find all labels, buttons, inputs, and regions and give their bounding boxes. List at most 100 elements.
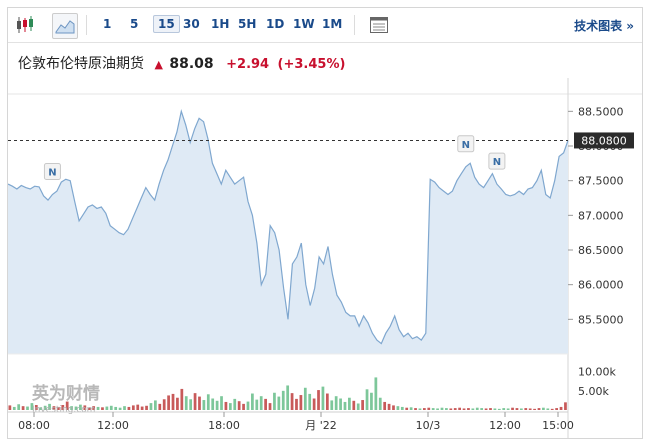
y-tick-label: 86.5000 [578, 244, 624, 257]
volume-bar [533, 408, 536, 410]
volume-bar [325, 393, 329, 410]
y-tick-label: 87.5000 [578, 175, 624, 188]
volume-bar [348, 397, 351, 410]
volume-bar [162, 399, 166, 410]
interval-30[interactable]: 30 [183, 17, 200, 31]
volume-bar [295, 398, 298, 410]
volume-bar [383, 401, 387, 410]
volume-bar [52, 406, 56, 410]
price-line [8, 108, 569, 345]
volume-bar [449, 408, 453, 410]
volume-bar [356, 403, 360, 410]
price-change: +2.94 [226, 57, 270, 72]
interval-1h[interactable]: 1H [211, 17, 230, 31]
volume-bar [502, 408, 506, 410]
volume-bar [264, 398, 267, 410]
last-price: 88.08 [169, 56, 214, 72]
volume-bar [140, 406, 144, 410]
volume-bar [427, 407, 431, 410]
news-marker[interactable]: N [43, 163, 61, 181]
y-tick-label: 87.0000 [578, 209, 624, 222]
volume-bar [79, 404, 82, 410]
interval-1m[interactable]: 1M [322, 17, 343, 31]
volume-bar [409, 407, 413, 410]
up-arrow-icon: ▲ [154, 58, 163, 71]
volume-bar [511, 407, 514, 410]
x-tick-label: 12:00 [489, 419, 521, 432]
volume-bar [458, 407, 461, 410]
volume-bar [167, 395, 170, 410]
volume-bar [365, 389, 369, 410]
candlestick-icon[interactable] [14, 14, 36, 36]
technical-chart-link[interactable]: 技术图表 » [574, 19, 634, 33]
volume-bar [299, 395, 303, 410]
news-marker[interactable]: N [457, 135, 475, 153]
area-chart-icon[interactable] [52, 13, 78, 39]
interval-5h[interactable]: 5H [238, 17, 257, 31]
x-tick-label: 月 '22 [305, 419, 337, 432]
svg-text:88.0800: 88.0800 [581, 134, 627, 147]
volume-bar [237, 401, 241, 410]
volume-bar [431, 408, 435, 410]
volume-bar [515, 408, 519, 410]
instrument-header: 伦敦布伦特原油期货 ▲ 88.08 +2.94 (+3.45%) [18, 53, 345, 73]
volume-bar [251, 393, 254, 410]
volume-bar [65, 401, 69, 410]
news-marker[interactable]: N [488, 152, 506, 170]
interval-15[interactable]: 15 [153, 15, 180, 33]
volume-bar [268, 403, 272, 410]
volume-bar [184, 396, 188, 410]
watermark-en: Investing.com [32, 405, 95, 415]
volume-bar [74, 406, 78, 410]
y-tick-label: 86.0000 [578, 279, 624, 292]
volume-bar [83, 405, 87, 410]
price-chart[interactable]: 88.500088.000087.500087.000086.500086.00… [8, 78, 642, 438]
volume-bar [489, 408, 492, 410]
volume-bar [149, 403, 153, 410]
current-price-label: 88.0800 [574, 132, 634, 149]
volume-bar [480, 408, 484, 410]
volume-bar [215, 400, 219, 410]
x-tick-label: 15:00 [542, 419, 574, 432]
toolbar-separator [354, 15, 355, 35]
x-tick-label: 10/3 [416, 419, 441, 432]
volume-bar [242, 403, 245, 410]
price-area [8, 111, 568, 354]
volume-bar [70, 406, 73, 410]
volume-bar [180, 388, 184, 410]
volume-bar [467, 408, 470, 410]
volume-bar [462, 408, 466, 410]
volume-bar [493, 408, 497, 410]
volume-bar [202, 400, 206, 410]
volume-bar [436, 408, 439, 410]
volume-bar [374, 377, 378, 410]
toolbar-separator [86, 15, 87, 35]
interval-1[interactable]: 1 [103, 17, 112, 31]
interval-5[interactable]: 5 [130, 17, 139, 31]
volume-bar [43, 405, 47, 410]
svg-text:N: N [493, 157, 501, 168]
chart-toolbar: 1 5 15 30 1H 5H 1D 1W 1M 技术图表 » [8, 8, 642, 43]
volume-bar [555, 408, 559, 410]
volume-bar [233, 398, 237, 410]
interval-1w[interactable]: 1W [293, 17, 315, 31]
volume-bar [308, 393, 312, 410]
volume-bar [286, 385, 290, 410]
volume-bar [118, 407, 122, 410]
price-change-percent: (+3.45%) [277, 57, 346, 72]
volume-bar [453, 408, 457, 410]
y-tick-label: 85.5000 [578, 313, 624, 326]
volume-bar [471, 408, 475, 410]
volume-bar [17, 404, 21, 410]
chart-widget: 1 5 15 30 1H 5H 1D 1W 1M 技术图表 » 伦敦布伦特原油期… [7, 7, 643, 439]
volume-bar [154, 400, 157, 410]
y-tick-label: 88.5000 [578, 105, 624, 118]
svg-text:N: N [462, 140, 470, 151]
volume-bar [546, 408, 550, 410]
table-icon[interactable] [368, 14, 390, 36]
volume-bar [158, 403, 162, 410]
volume-bar [392, 405, 395, 410]
volume-bar [176, 397, 179, 410]
volume-bar [334, 396, 338, 410]
interval-1d[interactable]: 1D [266, 17, 285, 31]
